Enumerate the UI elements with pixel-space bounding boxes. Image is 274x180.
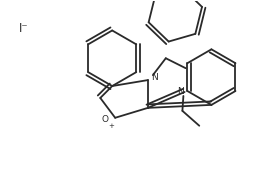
- Text: N: N: [177, 87, 184, 96]
- Text: O: O: [102, 115, 109, 124]
- Text: I⁻: I⁻: [19, 22, 28, 35]
- Text: +: +: [108, 123, 114, 129]
- Text: N: N: [152, 73, 158, 82]
